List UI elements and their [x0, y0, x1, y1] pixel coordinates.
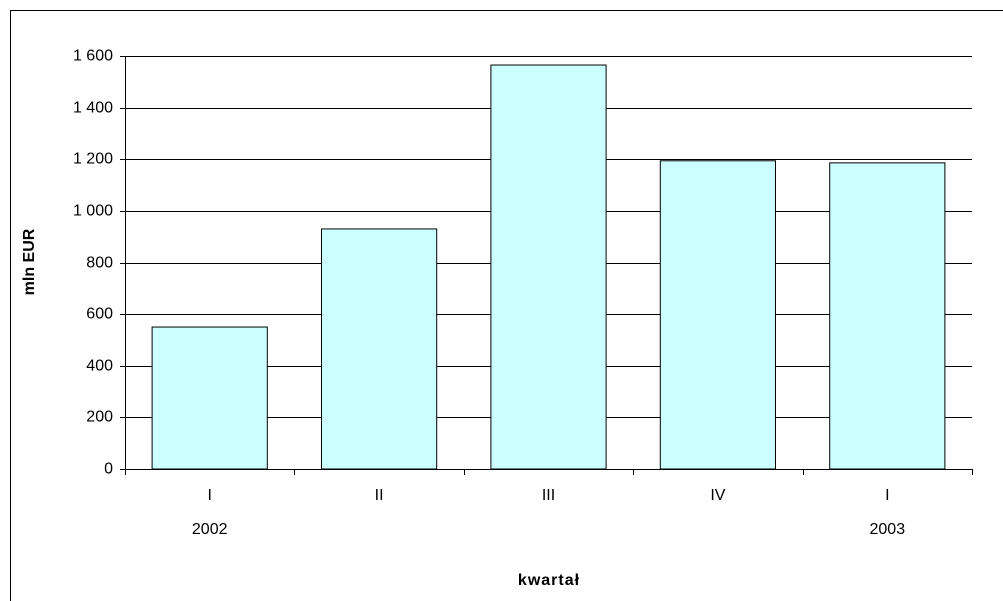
x-group-label: 2002 [192, 521, 228, 538]
bar [659, 160, 776, 470]
y-tick-label: 400 [86, 358, 113, 375]
x-tick-label: I [207, 487, 211, 504]
bar [321, 228, 438, 470]
x-tick-label: I [885, 487, 889, 504]
x-tick-label: IV [710, 487, 725, 504]
y-axis-label: mln EUR [21, 228, 38, 295]
y-tick-label: 800 [86, 255, 113, 272]
x-axis-label: kwartał [518, 572, 580, 589]
x-group-label: 2003 [870, 521, 906, 538]
y-tick-label: 1 200 [73, 151, 113, 168]
y-tick-label: 600 [86, 306, 113, 323]
x-tick-label: III [542, 487, 555, 504]
bar [151, 326, 268, 470]
y-tick-label: 200 [86, 409, 113, 426]
bar [490, 64, 607, 470]
y-tick-label: 0 [104, 461, 113, 478]
bar [829, 162, 946, 470]
y-tick-label: 1 400 [73, 100, 113, 117]
y-tick-label: 1 600 [73, 48, 113, 65]
y-tick-label: 1 000 [73, 203, 113, 220]
x-tick-label: II [375, 487, 384, 504]
